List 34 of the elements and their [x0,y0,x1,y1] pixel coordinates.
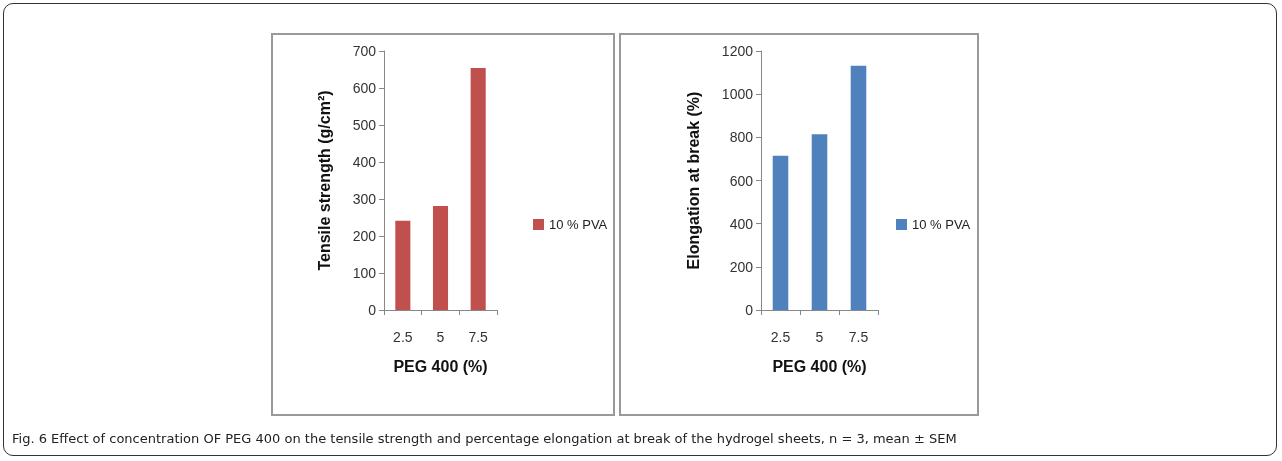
bar [850,65,867,310]
bar [470,68,486,310]
y-tick-label: 800 [729,129,754,146]
x-axis-title: PEG 400 (%) [393,357,488,375]
bar [432,206,449,310]
y-tick-label: 1200 [721,43,754,59]
y-tick-label: 0 [368,302,377,318]
x-tick-label: 2.5 [770,329,791,345]
y-tick-label: 500 [352,117,377,133]
legend-label: 10 % PVA [549,217,608,232]
x-axis-title: PEG 400 (%) [772,357,867,375]
legend-label: 10 % PVA [912,217,971,232]
y-tick-label: 0 [745,302,754,318]
y-axis-title: Tensile strength (g/cm²) [315,90,333,271]
y-tick-label: 400 [352,154,377,170]
bar [772,155,789,310]
y-tick-label: 400 [729,215,754,232]
bar [395,220,411,310]
caption: Fig. 6 Effect of concentration OF PEG 400 on the tensile strength and percentage elongation at break of the hydrogel sheets, n = 3, mean ± SEM [12,431,957,446]
y-tick-label: 300 [352,191,377,207]
y-tick-label: 600 [729,172,754,189]
y-tick-label: 1000 [721,86,754,103]
y-tick-label: 100 [352,265,377,281]
y-tick-label: 700 [352,43,377,59]
y-tick-label: 600 [352,80,377,96]
y-axis-title: Elongation at break (%) [684,91,702,270]
y-tick-label: 200 [352,228,377,244]
bar [811,134,828,310]
y-tick-label: 200 [729,258,754,275]
x-tick-label: 7.5 [848,329,869,345]
x-tick-label: 5 [436,329,445,345]
x-tick-label: 7.5 [468,329,489,345]
x-tick-label: 5 [815,329,824,345]
x-tick-label: 2.5 [393,329,413,345]
